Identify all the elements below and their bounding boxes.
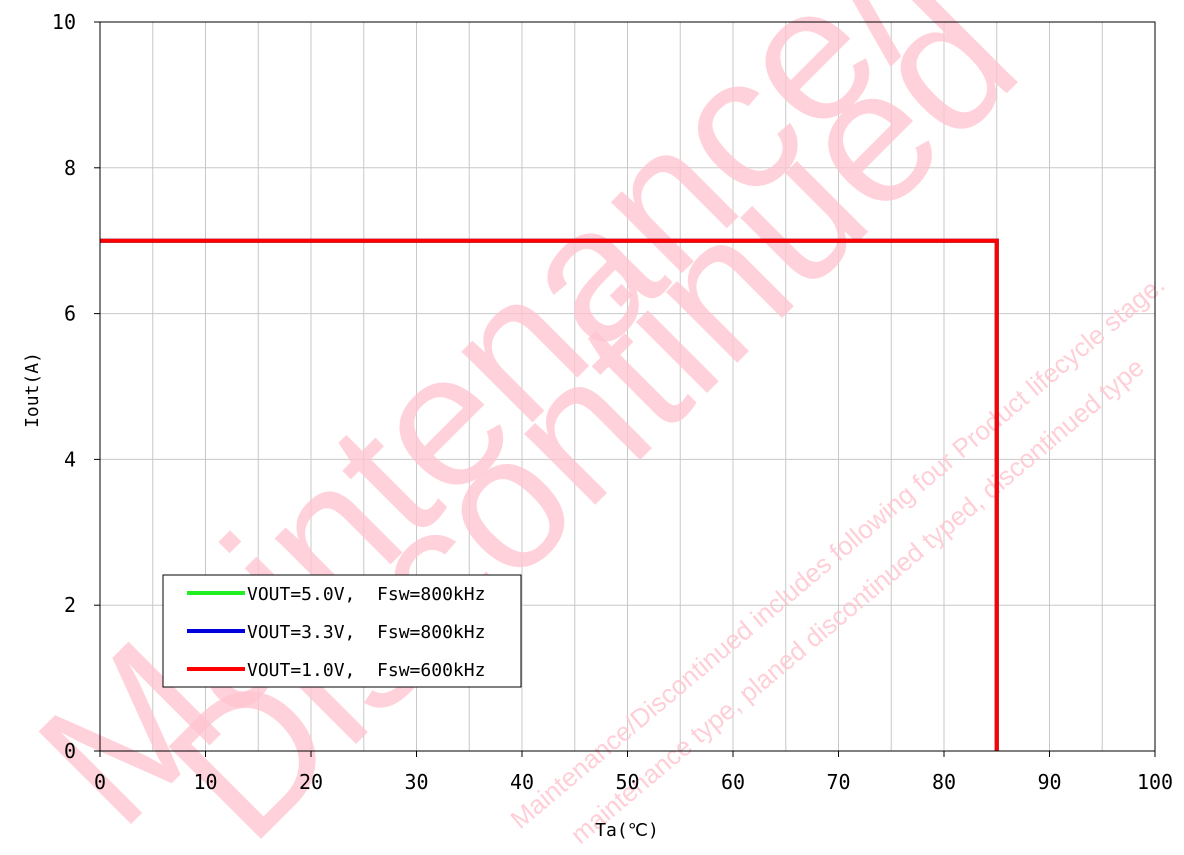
x-tick-label: 10 <box>193 770 217 794</box>
x-tick-label: 20 <box>299 770 323 794</box>
y-tick-label: 4 <box>64 447 76 471</box>
y-tick-label: 8 <box>64 156 76 180</box>
y-tick-label: 0 <box>64 739 76 763</box>
x-tick-label: 90 <box>1037 770 1061 794</box>
x-tick-label: 100 <box>1137 770 1173 794</box>
x-tick-label: 0 <box>94 770 106 794</box>
series-layer <box>100 238 999 751</box>
x-axis-title: Ta(℃) <box>595 820 659 841</box>
x-tick-label: 40 <box>510 770 534 794</box>
series-line-2 <box>100 238 999 751</box>
y-axis-title: Iout(A) <box>22 352 43 428</box>
legend: VOUT=5.0V, Fsw=800kHz VOUT=3.3V, Fsw=800… <box>162 574 522 688</box>
x-tick-label: 60 <box>721 770 745 794</box>
x-tick-label: 30 <box>404 770 428 794</box>
y-tick-label: 6 <box>64 302 76 326</box>
axis-layer: 0 10 20 30 40 50 60 70 80 90 100 0 2 4 6 8 10 <box>52 10 1173 794</box>
legend-label-vout-5v: VOUT=5.0V, Fsw=800kHz <box>247 584 485 605</box>
legend-label-vout-3-3v: VOUT=3.3V, Fsw=800kHz <box>247 622 485 643</box>
grid-layer <box>100 22 1155 751</box>
y-tick-label: 2 <box>64 593 76 617</box>
x-tick-label: 70 <box>826 770 850 794</box>
y-tick-label: 10 <box>52 10 76 34</box>
x-tick-label: 50 <box>615 770 639 794</box>
legend-label-vout-1v: VOUT=1.0V, Fsw=600kHz <box>247 660 485 681</box>
x-tick-label: 80 <box>932 770 956 794</box>
